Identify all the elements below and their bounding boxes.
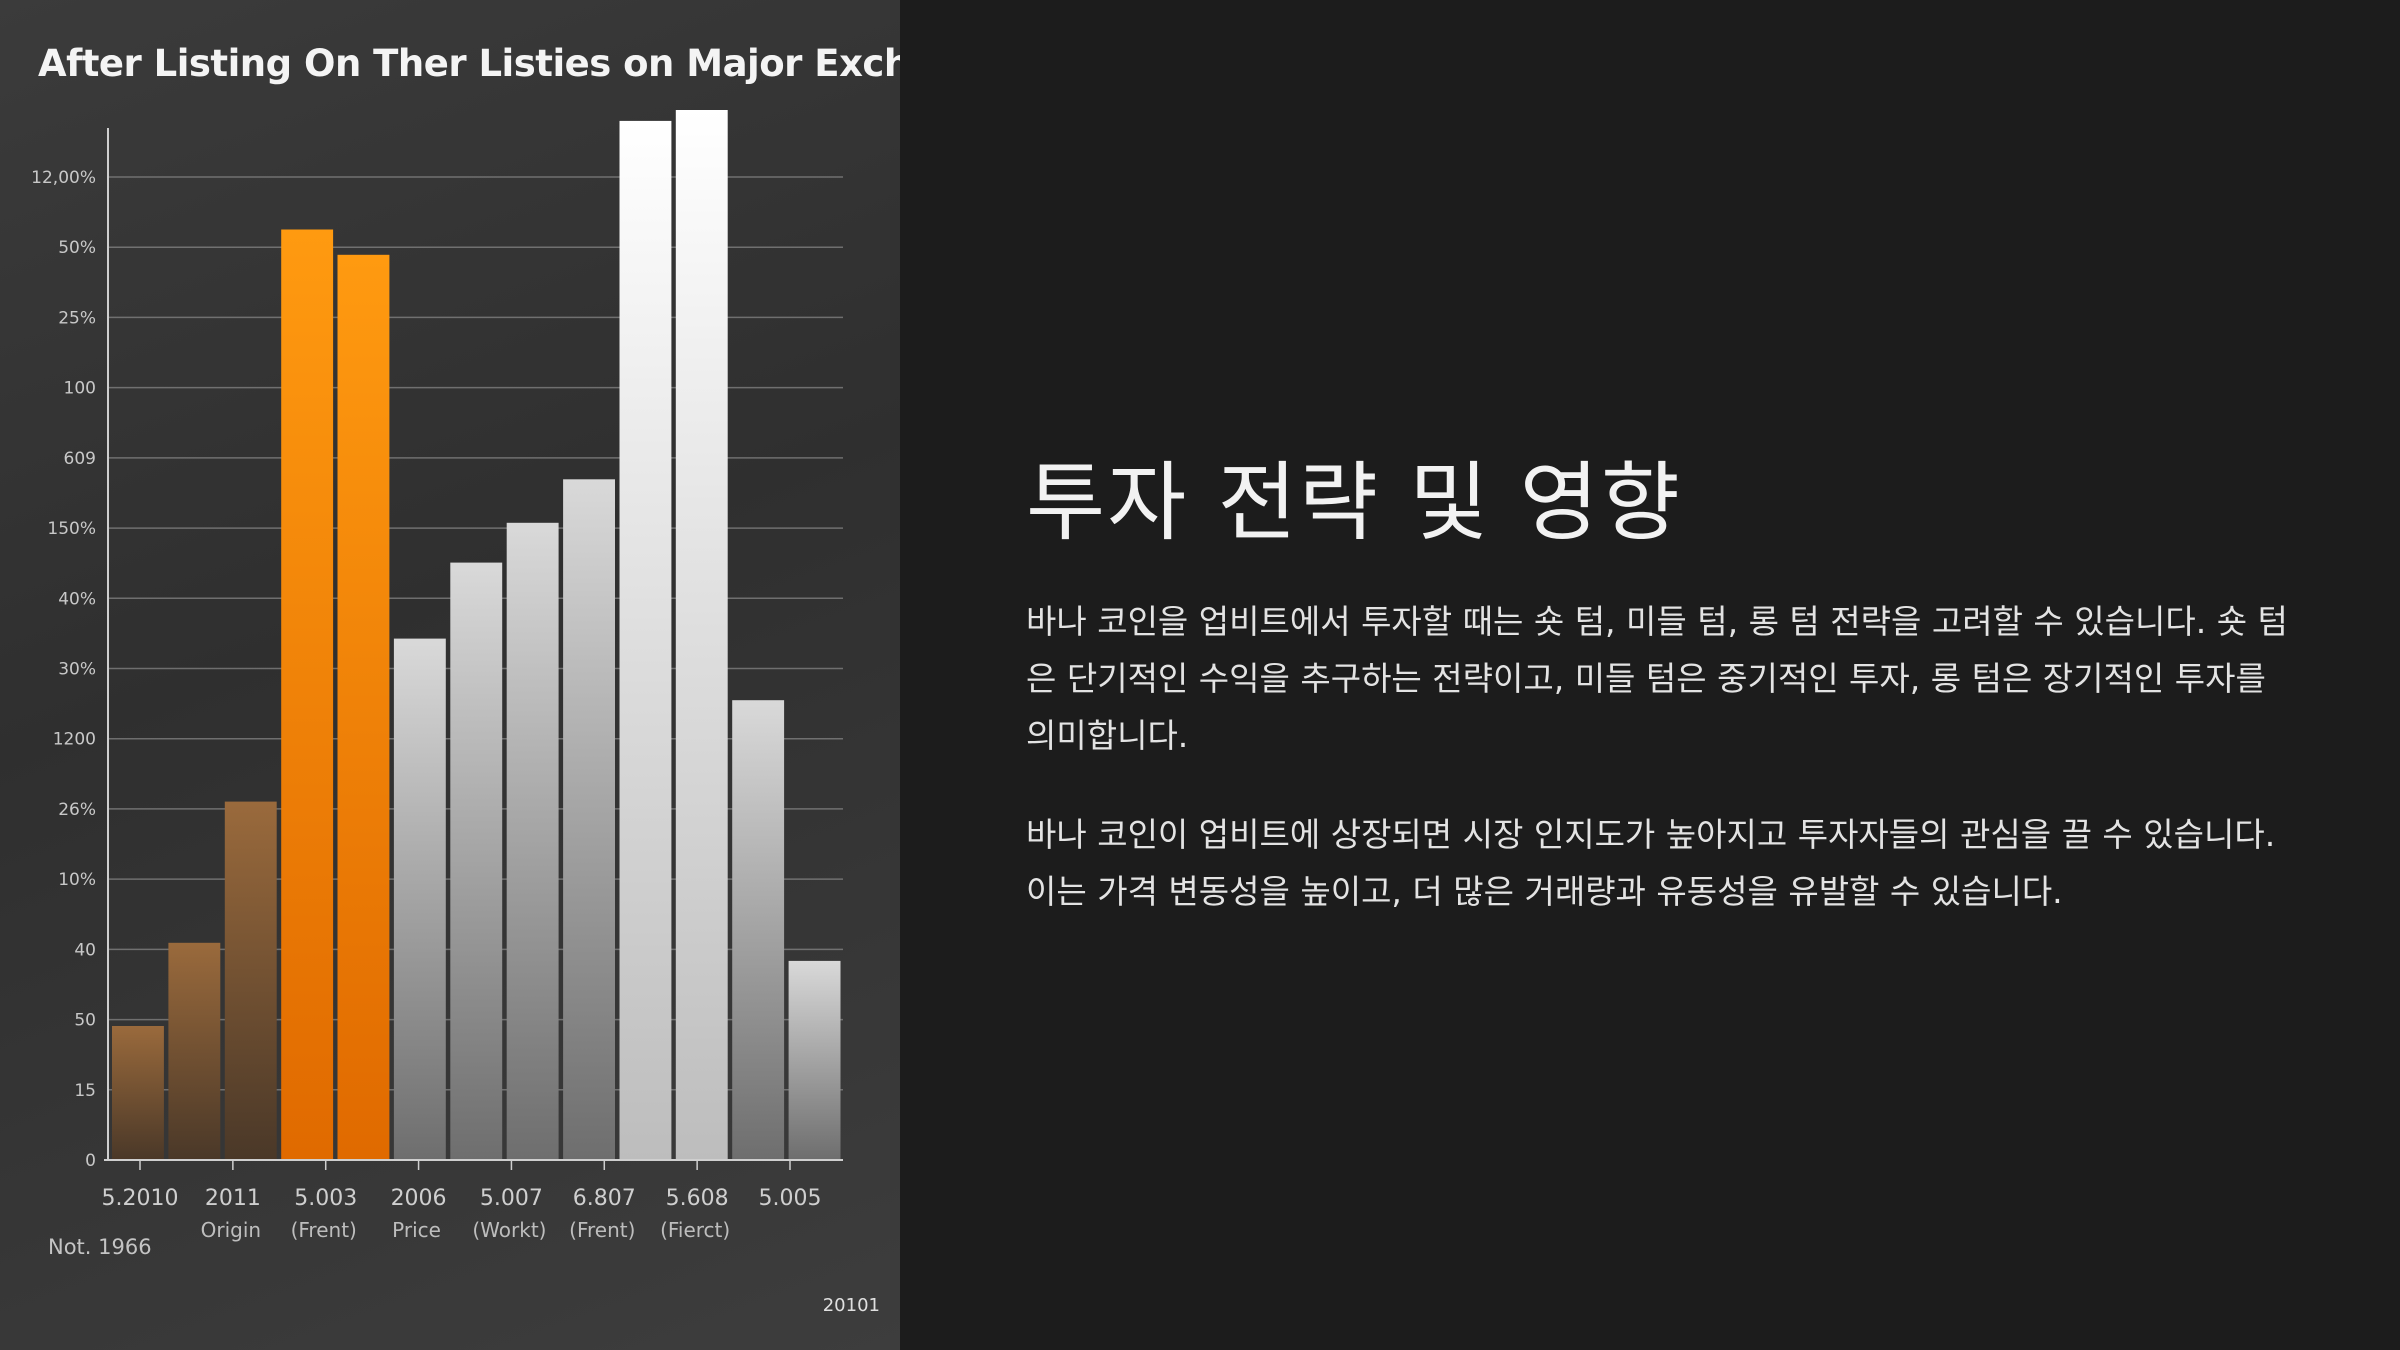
x-tick-label: 5.007 [480, 1186, 543, 1211]
y-tick-label: 26% [58, 800, 96, 820]
chart-panel: After Listing On Ther Listies on Major E… [0, 0, 900, 1350]
y-tick-label: 150% [47, 519, 96, 539]
x-tick-sublabel: Origin [201, 1218, 261, 1242]
bar-chart: 12,00% 50% 25% 100 609 150% 40% 30% 1200 26% 10% 40… [31, 110, 843, 1242]
x-tick-labels: 5.2010 2011 Origin 5.003 (Frent) 2006 Price 5.0… [102, 1160, 822, 1242]
section-heading: 투자 전략 및 영향 [1026, 453, 1682, 553]
bar [619, 120, 672, 1160]
bar [224, 801, 277, 1160]
x-tick-label: 2011 [205, 1186, 261, 1211]
y-tick-label: 10% [58, 870, 96, 890]
x-tick-sublabel: (Workt) [472, 1218, 546, 1242]
y-tick-labels: 12,00% 50% 25% 100 609 150% 40% 30% 1200 26% 10% 40… [31, 168, 96, 1171]
x-tick-sublabel: (Fierct) [660, 1218, 730, 1242]
bar [506, 522, 559, 1160]
bar [788, 960, 841, 1160]
chart-corner-code: 20101 [822, 1295, 880, 1316]
x-tick-label: 2006 [391, 1186, 447, 1211]
bar [563, 479, 615, 1160]
y-tick-label: 50% [58, 238, 96, 258]
y-tick-label: 25% [58, 308, 96, 328]
y-tick-label: 1200 [53, 730, 96, 750]
x-tick-label: 5.2010 [102, 1186, 179, 1211]
x-tick-label: 5.005 [759, 1186, 822, 1211]
y-tick-label: 50 [74, 1011, 96, 1031]
y-tick-label: 30% [58, 660, 96, 680]
paragraph-strategy: 바나 코인을 업비트에서 투자할 때는 숏 텀, 미들 텀, 롱 텀 전략을 고… [1026, 602, 2288, 755]
axes [104, 128, 843, 1161]
y-tick-label: 40% [58, 589, 96, 609]
bar [675, 110, 728, 1160]
y-tick-label: 12,00% [31, 168, 96, 188]
x-tick-label: 5.608 [666, 1186, 729, 1211]
y-tick-label: 100 [64, 379, 96, 399]
y-tick-label: 609 [64, 449, 96, 469]
x-tick-sublabel: (Frent) [291, 1218, 357, 1242]
y-tick-label: 40 [74, 940, 96, 960]
bar [337, 254, 390, 1161]
x-tick-sublabel: Price [392, 1218, 441, 1242]
x-tick-label: 5.003 [294, 1186, 357, 1211]
x-tick-label: 6.807 [573, 1186, 636, 1211]
bar [112, 1026, 164, 1160]
y-tick-label: 15 [74, 1081, 96, 1101]
chart-title: After Listing On Ther Listies on Major E… [38, 42, 900, 85]
x-tick-sublabel: (Frent) [569, 1218, 635, 1242]
bars [112, 110, 841, 1161]
chart-footnote: Not. 1966 [48, 1235, 152, 1259]
bar [393, 638, 446, 1160]
bar [168, 942, 221, 1160]
paragraph-impact: 바나 코인이 업비트에 상장되면 시장 인지도가 높아지고 투자자들의 관심을 … [1026, 815, 2276, 911]
y-tick-label: 0 [85, 1151, 96, 1171]
bar [732, 700, 785, 1160]
bar [450, 562, 503, 1160]
bar [281, 229, 334, 1160]
